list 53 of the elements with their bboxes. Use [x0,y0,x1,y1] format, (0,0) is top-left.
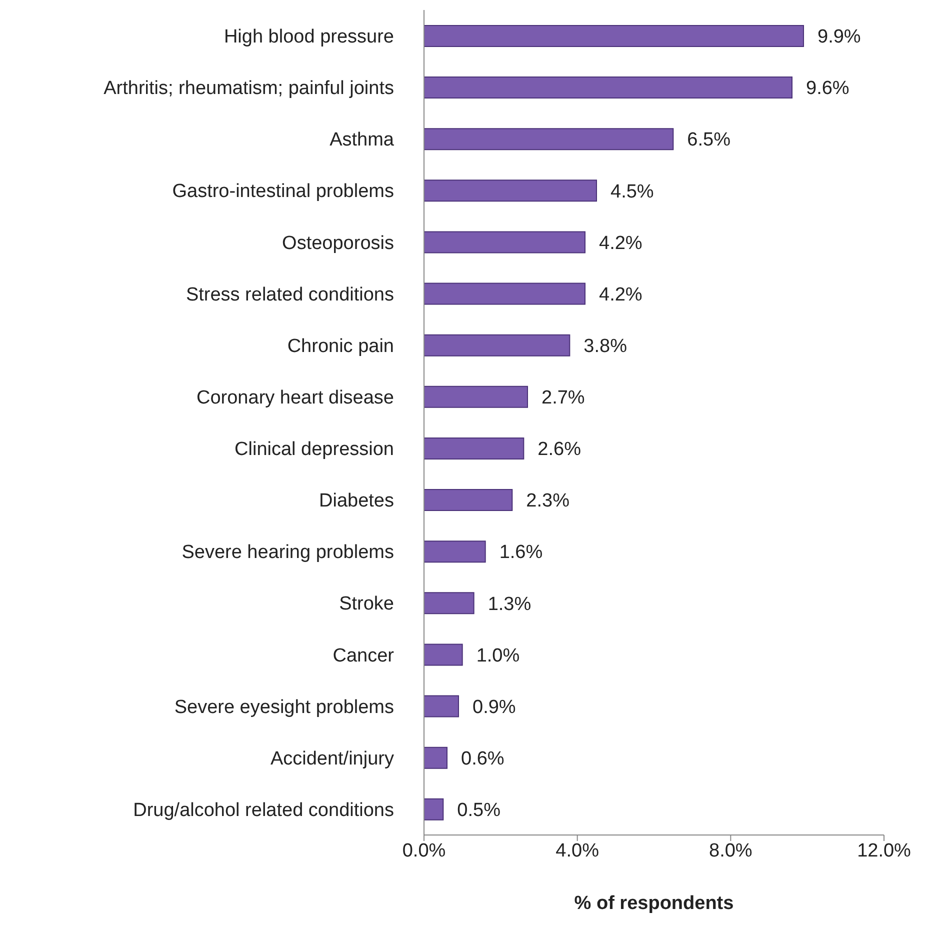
y-tick-label: Accident/injury [270,748,394,770]
y-tick-label: Cancer [332,645,395,666]
y-tick-label: Stroke [339,594,394,615]
data-label: 3.8% [584,336,628,357]
y-tick-label: Severe hearing problems [182,542,394,564]
bar [424,489,513,512]
data-label: 0.5% [457,800,501,822]
bar [424,334,570,356]
x-tick-label: 4.0% [556,840,600,862]
data-label: 4.5% [610,181,654,202]
bar [424,386,528,408]
bar [424,644,463,666]
y-tick-label: Gastro-intestinal problems [172,181,394,202]
bar [424,746,448,769]
data-label: 2.6% [538,439,582,460]
bar [424,437,524,460]
y-tick-label: Asthma [330,130,394,151]
y-tick-label: Severe eyesight problems [174,696,394,718]
bar [424,540,486,563]
y-tick-label: Arthritis; rheumatism; painful joints [104,78,394,100]
y-tick-label: Coronary heart disease [196,387,394,408]
data-label: 1.3% [488,594,532,615]
data-label: 4.2% [599,232,642,254]
y-tick-label: Chronic pain [287,336,394,357]
bar [424,282,586,305]
data-label: 2.3% [526,490,570,512]
data-label: 6.5% [687,130,731,151]
bar [424,592,474,614]
x-tick-label: 12.0% [857,840,912,862]
data-label: 9.6% [806,78,850,100]
y-tick-label: High blood pressure [224,26,394,48]
y-tick-label: Diabetes [319,490,394,512]
bar [424,798,444,820]
x-axis-title: % of respondents [574,893,734,914]
y-tick-label: Osteoporosis [282,232,394,254]
data-label: 4.2% [599,284,642,306]
bar [424,76,792,99]
data-label: 0.9% [472,696,516,718]
y-tick-label: Stress related conditions [186,284,394,306]
bar [424,180,597,202]
y-tick-label: Clinical depression [234,439,394,460]
bar [424,24,804,47]
data-label: 2.7% [542,388,585,409]
x-tick-label: 0.0% [402,840,446,862]
bar [424,231,586,254]
x-tick-label: 8.0% [709,840,752,862]
data-label: 9.9% [818,26,861,48]
data-label: 1.0% [476,645,520,666]
y-tick-label: Drug/alcohol related conditions [133,800,394,821]
data-label: 0.6% [461,748,504,770]
bar [424,128,674,150]
bar [424,695,459,718]
data-label: 1.6% [499,542,543,564]
